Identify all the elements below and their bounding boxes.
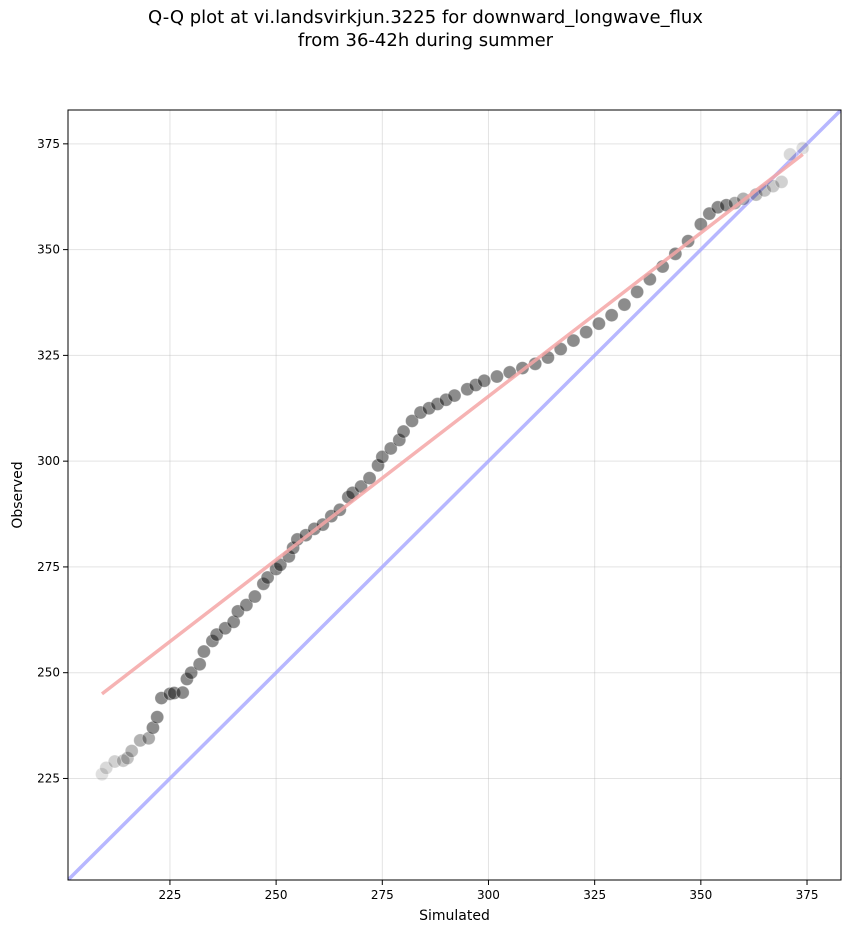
quantile-point xyxy=(783,147,797,162)
quantile-point xyxy=(180,672,194,686)
quantile-point xyxy=(146,720,160,735)
quantile-point xyxy=(154,691,169,705)
quantile-point xyxy=(579,325,594,340)
quantile-point xyxy=(163,686,177,701)
x-tick-label: 275 xyxy=(371,888,394,902)
quantile-point xyxy=(120,751,135,766)
quantile-point xyxy=(269,562,284,576)
quantile-point xyxy=(383,441,398,456)
quantile-point xyxy=(795,141,810,155)
quantile-point xyxy=(490,369,504,384)
quantile-point xyxy=(422,401,436,416)
quantile-point xyxy=(477,373,492,388)
x-tick-label: 375 xyxy=(796,888,819,902)
quantile-point xyxy=(617,297,632,312)
grid xyxy=(68,110,841,880)
quantile-point xyxy=(430,397,445,411)
quantile-point xyxy=(167,686,182,700)
y-tick-label: 275 xyxy=(37,560,60,574)
quantile-point xyxy=(150,710,165,725)
quantile-point xyxy=(604,308,619,323)
y-axis-ticks: 225 250 275 300 325 350 375 xyxy=(37,137,68,785)
quantile-point xyxy=(702,206,717,221)
y-tick-label: 375 xyxy=(37,137,60,151)
y-tick-label: 350 xyxy=(37,243,60,257)
y-tick-label: 325 xyxy=(37,348,60,362)
y-tick-label: 225 xyxy=(37,771,60,785)
quantile-point xyxy=(247,589,262,604)
quantile-point xyxy=(413,405,428,420)
y-tick-label: 300 xyxy=(37,454,60,468)
quantile-point xyxy=(774,175,789,189)
x-tick-label: 325 xyxy=(583,888,606,902)
x-axis-label: Simulated xyxy=(419,908,490,924)
quantile-point xyxy=(396,424,411,439)
quantile-point xyxy=(124,744,139,758)
quantile-point xyxy=(710,200,725,215)
quantile-point xyxy=(141,731,156,746)
x-axis-ticks: 225 250 275 300 325 350 375 xyxy=(158,880,818,902)
quantile-point xyxy=(95,767,109,782)
x-tick-label: 300 xyxy=(477,888,500,902)
quantile-point xyxy=(439,392,453,407)
y-tick-label: 250 xyxy=(37,666,60,680)
quantile-point xyxy=(226,615,241,629)
quantile-point xyxy=(133,733,148,748)
reference-line-1to1 xyxy=(68,110,841,880)
quantile-point xyxy=(375,450,390,464)
quantile-point xyxy=(205,634,220,648)
plot-frame xyxy=(67,109,842,881)
quantile-point xyxy=(260,570,275,585)
quantile-point xyxy=(468,378,483,392)
quantile-point xyxy=(362,471,377,485)
quantile-point xyxy=(197,644,211,659)
chart-title: Q-Q plot at vi.landsvirkjun.3225 for dow… xyxy=(0,6,851,52)
x-tick-label: 350 xyxy=(689,888,712,902)
quantile-point xyxy=(460,382,475,397)
quantile-point xyxy=(184,665,199,680)
quantile-point xyxy=(371,458,385,473)
regression-fit-line xyxy=(100,153,804,696)
quantile-point xyxy=(192,657,207,672)
quantile-point xyxy=(209,627,224,642)
y-axis-label: Observed xyxy=(10,461,26,528)
x-tick-label: 250 xyxy=(265,888,288,902)
quantile-point xyxy=(392,433,407,447)
chart-title-line-2: from 36-42h during summer xyxy=(297,30,554,51)
quantile-point xyxy=(99,760,114,775)
quantile-point xyxy=(230,604,245,619)
quantile-point xyxy=(447,388,462,403)
chart-title-line-1: Q-Q plot at vi.landsvirkjun.3225 for dow… xyxy=(148,7,703,28)
quantile-point xyxy=(566,333,581,348)
quantile-point xyxy=(175,685,190,700)
quantile-point xyxy=(592,316,606,331)
quantile-point xyxy=(630,285,645,299)
quantile-point xyxy=(116,753,131,768)
x-tick-label: 225 xyxy=(158,888,181,902)
quantile-point xyxy=(766,179,780,194)
quantile-point xyxy=(256,576,271,591)
quantile-point xyxy=(405,414,419,428)
quantile-point xyxy=(218,621,233,636)
quantile-point xyxy=(107,754,122,769)
quantile-point xyxy=(239,598,254,612)
